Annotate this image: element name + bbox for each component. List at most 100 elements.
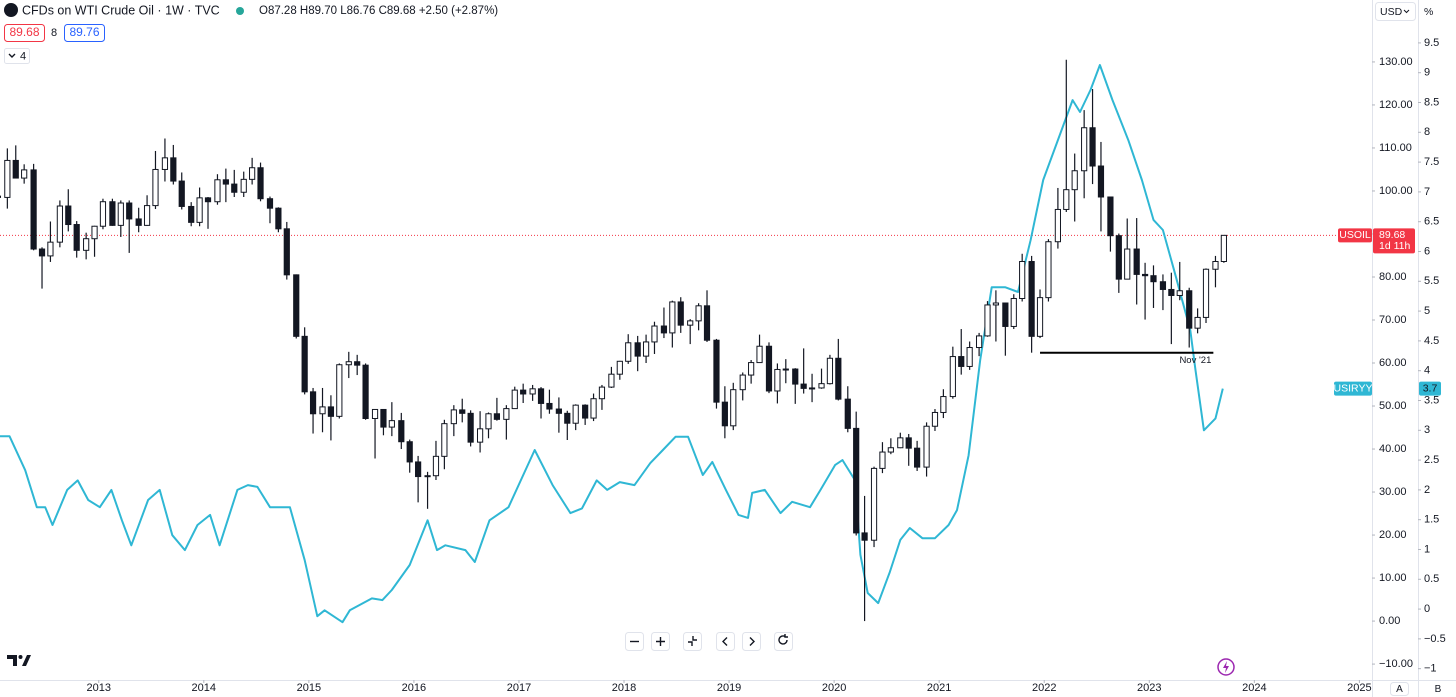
candle-body xyxy=(493,413,501,420)
candle-body xyxy=(1133,248,1140,275)
candle-body xyxy=(529,388,536,395)
percent-unit[interactable]: % xyxy=(1424,6,1433,18)
y-tick-label: 50.00 xyxy=(1379,400,1407,412)
candle-body xyxy=(931,411,939,427)
y2-tick-label: 8.5 xyxy=(1424,96,1439,108)
scroll-right-button[interactable] xyxy=(742,632,761,651)
candle-body xyxy=(214,179,221,203)
candle-body xyxy=(756,345,763,364)
candle-body xyxy=(424,475,431,478)
candle-body xyxy=(73,224,80,251)
candle-body xyxy=(135,218,142,226)
candle-body xyxy=(266,198,274,209)
symbol-logo xyxy=(4,3,18,17)
candle-body xyxy=(398,420,405,443)
y2-tick-label: 4 xyxy=(1424,365,1430,377)
y2-tick-label: 7.5 xyxy=(1424,156,1439,168)
candle-body xyxy=(748,362,755,376)
y2-tick-label: 5.5 xyxy=(1424,275,1439,287)
y-tick-label: 100.00 xyxy=(1379,185,1413,197)
x-tick-label: 2019 xyxy=(717,682,741,694)
y2-tick-label: −0.5 xyxy=(1424,633,1446,645)
candle-body xyxy=(12,159,19,179)
y2-tick-label: 1.5 xyxy=(1424,514,1439,526)
y-tick-label: 130.00 xyxy=(1379,56,1413,68)
candle-body xyxy=(56,205,63,243)
candle-body xyxy=(800,383,807,389)
candle-body xyxy=(958,356,965,367)
candle-body xyxy=(537,388,545,404)
y2-tick-label: 9 xyxy=(1424,67,1430,79)
buy-button[interactable] xyxy=(64,24,105,42)
candle-body xyxy=(170,157,177,182)
left-icon xyxy=(722,637,728,646)
candle-body xyxy=(1124,248,1131,280)
candle-body xyxy=(309,391,317,415)
candle-body xyxy=(608,373,615,388)
candle-body xyxy=(1036,297,1044,337)
sell-button[interactable] xyxy=(4,24,45,42)
candle-body xyxy=(905,437,912,449)
candle-body xyxy=(204,197,212,203)
candle-body xyxy=(143,205,151,226)
tv-logo xyxy=(7,655,31,666)
x-tick-label: 2013 xyxy=(87,682,111,694)
ask-price: 89.76 xyxy=(69,25,99,39)
y-tick-label: 110.00 xyxy=(1379,142,1412,154)
candle-body xyxy=(38,248,46,257)
auto-scale-button[interactable] xyxy=(1390,682,1409,696)
candle-body xyxy=(1063,189,1070,210)
y2-tick-label: 1 xyxy=(1424,543,1430,555)
y-tick-label: 30.00 xyxy=(1379,486,1407,498)
refresh-icon xyxy=(778,634,788,645)
candle-body xyxy=(293,274,300,337)
candle-body xyxy=(4,159,11,198)
candle-body xyxy=(222,179,229,185)
candle-body xyxy=(406,441,413,463)
candle-body xyxy=(1045,241,1052,299)
candle-body xyxy=(651,325,658,343)
y2-tick-label: 5 xyxy=(1424,305,1430,317)
candle-body xyxy=(940,396,947,413)
candle-body xyxy=(1054,208,1061,243)
candle-body xyxy=(582,404,589,419)
candle-body xyxy=(1081,127,1088,172)
candle-body xyxy=(1097,165,1105,198)
y2-tick-label: 7 xyxy=(1424,186,1430,198)
candle-body xyxy=(818,383,825,389)
candle-body xyxy=(923,425,930,468)
candle-body xyxy=(984,304,991,337)
candle-body xyxy=(975,335,983,349)
indicators-toggle[interactable] xyxy=(4,48,30,64)
indicator-name: USIRYY xyxy=(1334,382,1373,394)
candle-body xyxy=(590,398,597,419)
x-tick-label: 2017 xyxy=(507,682,531,694)
candle-body xyxy=(879,451,886,469)
candle-body xyxy=(870,467,878,541)
scroll-left-button[interactable] xyxy=(716,632,735,651)
currency-select[interactable] xyxy=(1375,2,1416,21)
candle-body xyxy=(83,238,90,251)
candle-body xyxy=(249,167,256,180)
scale-b-label[interactable]: B xyxy=(1435,684,1442,695)
candle-body xyxy=(1019,261,1026,299)
indicator-value: 3.7 xyxy=(1423,382,1438,394)
zoom-controls xyxy=(625,632,793,651)
candle-body xyxy=(861,532,868,541)
currency: USD xyxy=(1380,6,1403,18)
candle-body xyxy=(1071,170,1078,191)
y-tick-label: 0.00 xyxy=(1379,615,1400,627)
refresh-button[interactable] xyxy=(774,632,793,651)
plot-area xyxy=(0,59,1372,624)
y2-tick-label: 2.5 xyxy=(1424,454,1439,466)
candle-body xyxy=(792,368,799,385)
y2-tick-label: 3 xyxy=(1424,424,1430,436)
candle-body xyxy=(1028,261,1035,337)
candle-body xyxy=(327,406,335,417)
candle-body xyxy=(354,361,361,366)
candle-body xyxy=(91,225,98,240)
candle-body xyxy=(459,409,466,414)
x-tick-label: 2024 xyxy=(1242,682,1266,694)
candle-body xyxy=(30,169,37,250)
candle-body xyxy=(555,408,562,414)
